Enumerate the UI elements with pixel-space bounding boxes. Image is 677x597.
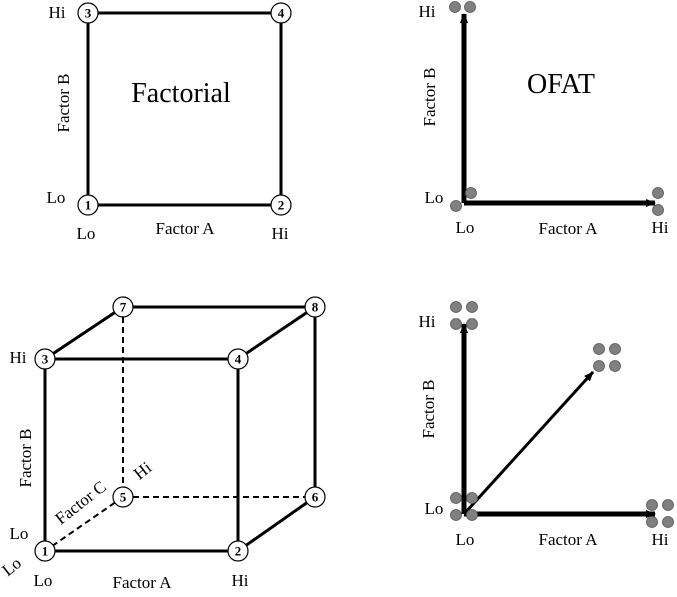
edge-3-7 <box>44 305 124 361</box>
ofat-bottom-ab-arrow <box>462 370 595 516</box>
node-6: 6 <box>304 486 326 508</box>
ofat-bottom-y-label: Factor B <box>419 379 438 438</box>
run-dot <box>449 1 461 13</box>
cube-hi-z: Hi <box>130 458 155 484</box>
node-4: 4 <box>227 348 249 370</box>
run-dot <box>450 301 462 313</box>
run-dot <box>652 187 664 199</box>
edge-2-6 <box>237 495 316 553</box>
node-4: 4 <box>270 2 292 24</box>
cube-lo-z: Lo <box>0 553 25 580</box>
cube-lo-y: Lo <box>10 524 29 543</box>
svg-text:7: 7 <box>120 300 127 315</box>
node-7: 7 <box>112 296 134 318</box>
run-dot <box>466 301 478 313</box>
run-dot <box>609 360 621 372</box>
run-dot <box>450 509 462 521</box>
ofat-bottom-x-label: Factor A <box>538 530 598 549</box>
ofat-top-hi-x: Hi <box>652 218 669 237</box>
svg-text:4: 4 <box>278 6 285 21</box>
run-dot <box>450 492 462 504</box>
svg-text:3: 3 <box>42 352 49 367</box>
factorial-y-label: Factor B <box>54 73 73 132</box>
cube-hi-x: Hi <box>232 571 249 590</box>
run-dot <box>465 187 477 199</box>
node-2: 2 <box>270 194 292 216</box>
ofat-top-lo-y: Lo <box>425 188 444 207</box>
run-dot <box>466 318 478 330</box>
svg-text:4: 4 <box>235 352 242 367</box>
edge-4-8 <box>237 305 316 361</box>
node-1: 1 <box>77 194 99 216</box>
ofat-top-lo-x: Lo <box>456 218 475 237</box>
run-dot <box>646 516 658 528</box>
factorial-lo-y: Lo <box>47 188 66 207</box>
node-1: 1 <box>34 540 56 562</box>
cube-y-label: Factor B <box>16 428 35 487</box>
factorial-x-label: Factor A <box>155 219 215 238</box>
run-dot <box>450 200 462 212</box>
run-dot <box>646 499 658 511</box>
run-dot <box>466 492 478 504</box>
cube-z-label: Factor C <box>52 477 110 528</box>
run-dot <box>662 516 674 528</box>
ofat-top-title: OFAT <box>527 69 595 100</box>
svg-text:3: 3 <box>85 6 92 21</box>
cube-panel: 1 2 3 4 5 6 7 8 Factor A Factor B Factor… <box>0 296 326 592</box>
factorial-hi-y: Hi <box>49 3 66 22</box>
edge-5-1 <box>44 496 124 552</box>
run-dot <box>593 360 605 372</box>
ofat-top-panel: OFAT Factor A Factor B Lo Hi Lo Hi <box>419 1 669 238</box>
svg-text:2: 2 <box>278 198 285 213</box>
run-dot <box>593 343 605 355</box>
cube-lo-x: Lo <box>34 571 53 590</box>
node-3: 3 <box>77 2 99 24</box>
svg-text:6: 6 <box>312 490 319 505</box>
node-8: 8 <box>304 296 326 318</box>
factorial-hi-x: Hi <box>272 224 289 243</box>
ofat-bottom-panel: Factor A Factor B Lo Hi Lo Hi <box>419 301 674 549</box>
factorial-panel: 1 2 3 4 Factorial Factor A Factor B Lo H… <box>47 2 292 243</box>
ofat-top-hi-y: Hi <box>419 2 436 21</box>
ofat-bottom-hi-x: Hi <box>652 530 669 549</box>
svg-text:8: 8 <box>312 300 319 315</box>
node-3: 3 <box>34 348 56 370</box>
cube-hi-y: Hi <box>10 348 27 367</box>
run-dot <box>662 499 674 511</box>
svg-text:5: 5 <box>120 490 127 505</box>
ofat-bottom-hi-y: Hi <box>419 312 436 331</box>
run-dot <box>466 509 478 521</box>
run-dot <box>609 343 621 355</box>
run-dot <box>464 1 476 13</box>
cube-x-label: Factor A <box>112 573 172 592</box>
ofat-top-y-label: Factor B <box>420 67 439 126</box>
run-dot <box>652 204 664 216</box>
ofat-top-x-label: Factor A <box>538 219 598 238</box>
svg-text:1: 1 <box>85 198 92 213</box>
factorial-title: Factorial <box>131 78 231 109</box>
svg-text:1: 1 <box>42 544 49 559</box>
node-2: 2 <box>227 540 249 562</box>
node-5: 5 <box>112 486 134 508</box>
factorial-lo-x: Lo <box>77 224 96 243</box>
ofat-bottom-lo-x: Lo <box>456 530 475 549</box>
run-dot <box>450 318 462 330</box>
svg-text:2: 2 <box>235 544 242 559</box>
ofat-bottom-lo-y: Lo <box>425 499 444 518</box>
